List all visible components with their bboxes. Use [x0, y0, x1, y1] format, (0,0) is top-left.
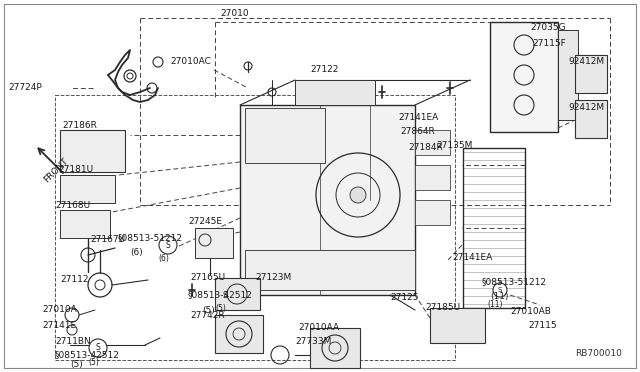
Text: 27122: 27122	[310, 65, 339, 74]
Circle shape	[216, 286, 234, 304]
Text: §08513-42512: §08513-42512	[55, 350, 120, 359]
Text: RB700010: RB700010	[575, 349, 622, 358]
Text: 27125: 27125	[390, 294, 419, 302]
Bar	[295, 80, 375, 105]
Text: 2711BN: 2711BN	[55, 337, 91, 346]
Circle shape	[89, 339, 107, 357]
Bar	[215, 278, 260, 310]
Bar	[60, 210, 110, 238]
Bar	[60, 175, 115, 203]
Text: 27010: 27010	[220, 10, 248, 19]
Text: (5): (5)	[216, 305, 227, 314]
Bar	[575, 55, 607, 93]
Text: S: S	[166, 241, 170, 250]
Text: 27184R: 27184R	[408, 144, 443, 153]
Bar	[60, 130, 125, 172]
Text: §08513-51212: §08513-51212	[118, 234, 183, 243]
Text: (5): (5)	[70, 360, 83, 369]
Text: (11): (11)	[487, 301, 503, 310]
Circle shape	[159, 236, 177, 254]
Bar	[575, 100, 607, 138]
Text: 27010AC: 27010AC	[170, 58, 211, 67]
Bar	[415, 200, 450, 225]
Text: 27010A: 27010A	[42, 305, 77, 314]
Text: 92412M: 92412M	[568, 103, 604, 112]
Text: 27864R: 27864R	[400, 128, 435, 137]
Text: 27165U: 27165U	[190, 273, 225, 282]
Text: 27010AB: 27010AB	[510, 308, 551, 317]
Text: 27733M: 27733M	[295, 337, 332, 346]
Text: 27245E: 27245E	[188, 218, 222, 227]
Bar	[215, 315, 263, 353]
Bar	[245, 108, 325, 163]
Bar	[195, 228, 233, 258]
Bar	[310, 328, 360, 368]
Bar	[558, 30, 578, 120]
Text: 27167U: 27167U	[90, 235, 125, 244]
Text: S: S	[498, 287, 502, 293]
Circle shape	[350, 187, 366, 203]
Text: 27115: 27115	[528, 321, 557, 330]
Text: (11): (11)	[490, 292, 509, 301]
Text: 27742R: 27742R	[190, 311, 225, 320]
Text: §08513-42512: §08513-42512	[188, 291, 253, 299]
Text: 27141E: 27141E	[42, 321, 76, 330]
Text: 27135M: 27135M	[436, 141, 472, 150]
Text: 27112: 27112	[60, 276, 88, 285]
Text: 27123M: 27123M	[255, 273, 291, 282]
Bar	[55, 95, 455, 360]
Bar	[415, 165, 450, 190]
Text: S: S	[95, 343, 100, 353]
Text: 27168U: 27168U	[55, 201, 90, 209]
Text: (6): (6)	[130, 247, 143, 257]
Bar	[245, 250, 415, 290]
Text: (5): (5)	[202, 305, 215, 314]
Bar	[430, 308, 485, 343]
Text: 27035G: 27035G	[530, 23, 566, 32]
Bar	[463, 148, 525, 308]
Circle shape	[493, 283, 507, 297]
Bar	[415, 130, 450, 155]
Text: 27724P: 27724P	[8, 83, 42, 93]
Bar	[240, 105, 415, 295]
Text: 27181U: 27181U	[58, 166, 93, 174]
Text: 27186R: 27186R	[62, 121, 97, 129]
Text: 27141EA: 27141EA	[452, 253, 492, 263]
Text: 92412M: 92412M	[568, 58, 604, 67]
Text: §08513-51212: §08513-51212	[482, 278, 547, 286]
Bar	[490, 22, 558, 132]
Text: (6): (6)	[159, 254, 170, 263]
Text: FRONT: FRONT	[42, 157, 70, 185]
Text: 27141EA: 27141EA	[398, 113, 438, 122]
Text: S: S	[223, 291, 227, 299]
Text: (5): (5)	[88, 357, 99, 366]
Text: 27010AA: 27010AA	[298, 324, 339, 333]
Text: 27185U: 27185U	[425, 304, 460, 312]
Text: 27115F: 27115F	[532, 39, 566, 48]
